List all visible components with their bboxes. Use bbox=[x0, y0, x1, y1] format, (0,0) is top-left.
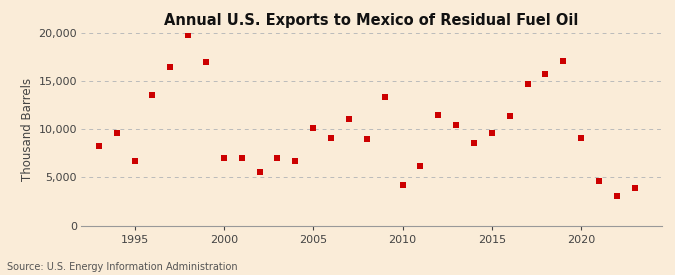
Point bbox=[612, 194, 622, 198]
Point bbox=[379, 95, 390, 100]
Point bbox=[361, 137, 372, 141]
Point bbox=[487, 131, 497, 135]
Point bbox=[325, 136, 336, 140]
Point bbox=[540, 72, 551, 76]
Point bbox=[308, 126, 319, 130]
Point bbox=[147, 92, 158, 97]
Point bbox=[219, 156, 230, 160]
Point bbox=[183, 33, 194, 37]
Point bbox=[558, 59, 568, 63]
Point bbox=[522, 82, 533, 86]
Point bbox=[272, 156, 283, 160]
Point bbox=[111, 131, 122, 135]
Point bbox=[165, 65, 176, 69]
Title: Annual U.S. Exports to Mexico of Residual Fuel Oil: Annual U.S. Exports to Mexico of Residua… bbox=[164, 13, 578, 28]
Point bbox=[504, 114, 515, 118]
Point bbox=[236, 156, 247, 160]
Point bbox=[468, 141, 479, 145]
Point bbox=[129, 159, 140, 163]
Point bbox=[397, 183, 408, 187]
Text: Source: U.S. Energy Information Administration: Source: U.S. Energy Information Administ… bbox=[7, 262, 238, 272]
Point bbox=[290, 159, 301, 163]
Point bbox=[576, 136, 587, 140]
Point bbox=[451, 123, 462, 128]
Point bbox=[200, 60, 211, 64]
Point bbox=[433, 113, 443, 117]
Point bbox=[344, 116, 354, 121]
Y-axis label: Thousand Barrels: Thousand Barrels bbox=[21, 78, 34, 181]
Point bbox=[629, 186, 640, 190]
Point bbox=[93, 143, 104, 148]
Point bbox=[254, 169, 265, 174]
Point bbox=[593, 179, 604, 183]
Point bbox=[415, 164, 426, 168]
